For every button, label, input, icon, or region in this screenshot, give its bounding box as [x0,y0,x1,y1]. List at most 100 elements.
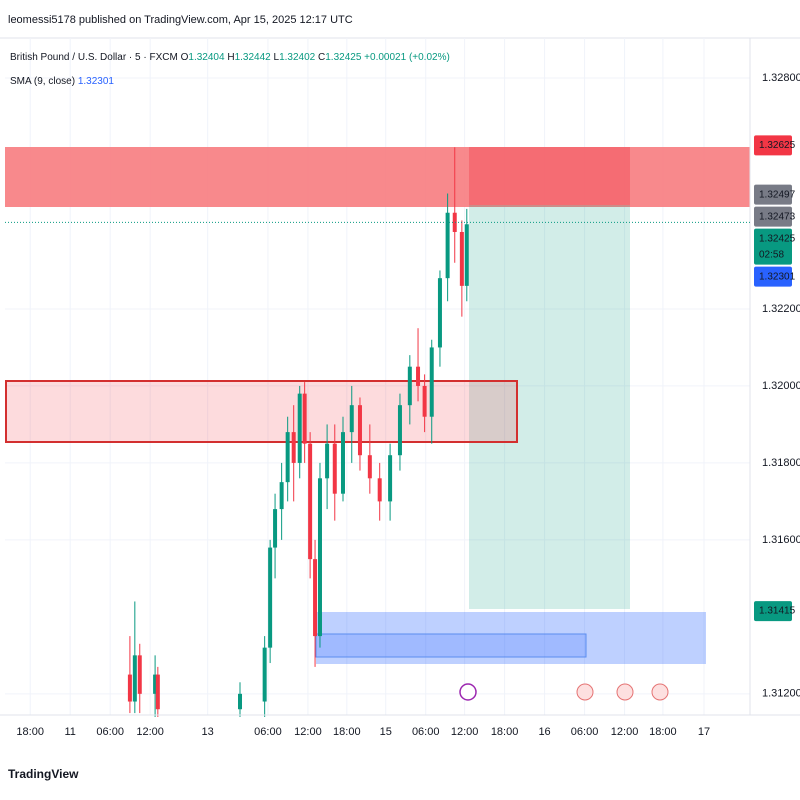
indicator-value: 1.32301 [78,76,115,87]
price-badge-label: 1.32625 [759,140,796,151]
candle-body [397,405,402,456]
candle-body [313,559,318,637]
candle-body [279,482,284,510]
candles [127,147,469,717]
candle-body [153,674,158,694]
x-tick-label: 12:00 [451,726,479,738]
candle-body [137,655,142,694]
x-tick-label: 06:00 [571,726,599,738]
candle-body [407,366,412,406]
legend-key: H [227,52,234,63]
x-tick-label: 13 [202,726,214,738]
price-badge-label: 1.32301 [759,271,796,282]
candle-body [332,443,337,494]
legend-value: 1.32442 [235,52,272,63]
price-badge [754,206,792,227]
candle-body [445,212,450,279]
y-tick-label: 1.31600 [762,534,800,546]
candle-body [308,443,313,560]
x-tick-label: 18:00 [649,726,677,738]
candle-body [285,432,290,483]
candle-body [273,509,278,548]
event-icon[interactable] [576,683,594,701]
candle-body [268,547,273,648]
candle-body [302,393,307,444]
y-tick-label: 1.31200 [762,688,800,700]
legend-key: O [181,52,189,63]
x-tick-label: 12:00 [294,726,322,738]
x-tick-label: 12:00 [136,726,164,738]
x-tick-label: 17 [698,726,710,738]
x-tick-label: 16 [538,726,550,738]
candle-body [377,478,382,502]
legend-value: 1.32425 [325,52,362,63]
price-badge-label: 1.32425 [759,233,796,244]
supply-zone [5,147,750,207]
y-tick-label: 1.32000 [762,380,800,392]
demand-zone [316,612,706,664]
y-tick-label: 1.31800 [762,457,800,469]
x-tick-label: 06:00 [254,726,282,738]
price-badge-label: 1.31415 [759,606,796,617]
symbol-title: British Pound / U.S. Dollar · 5 · FXCM [10,52,178,63]
candle-body [459,231,464,286]
price-badge [754,601,792,622]
candle-body [317,478,322,637]
candle-body [238,693,243,710]
candle-body [291,432,296,463]
candle-body [340,432,345,494]
price-badge [754,184,792,205]
event-icons [459,683,669,701]
candle-body [325,443,330,479]
x-tick-label: 18:00 [16,726,44,738]
candle-body [262,647,267,702]
candle-body [429,347,434,417]
legend-change: +0.00021 (+0.02%) [364,52,450,63]
legend-key: C [318,52,325,63]
legend-key: L [274,52,280,63]
price-badge-label: 1.32497 [759,189,796,200]
candle-body [297,393,302,463]
legend-value: 1.32402 [279,52,316,63]
candle-body [127,674,132,702]
demand-inner [315,633,587,658]
price-badge [754,228,792,265]
event-icon[interactable] [459,683,477,701]
x-tick-label: 06:00 [412,726,440,738]
x-tick-label: 12:00 [611,726,639,738]
candle-body [367,455,372,479]
publisher-line: leomessi5178 published on TradingView.co… [8,14,353,26]
x-tick-label: 06:00 [96,726,124,738]
candle-body [422,385,427,417]
brand: TradingView [8,767,79,781]
candle-body [132,655,137,702]
indicator-name: SMA (9, close) [10,76,75,87]
indicator-line: SMA (9, close) 1.32301 [10,76,114,87]
y-tick-label: 1.32800 [762,72,800,84]
x-tick-label: 18:00 [333,726,361,738]
y-tick-label: 1.32200 [762,303,800,315]
candle-body [464,224,469,286]
price-badge-label: 1.32473 [759,211,796,222]
resistance-box [5,380,518,443]
price-badge-countdown: 02:58 [759,249,784,260]
candle-body [452,212,457,232]
legend-value: 1.32404 [188,52,225,63]
stop-zone [469,147,630,205]
candle-body [437,278,442,348]
event-icon[interactable] [651,683,669,701]
x-tick-label: 18:00 [491,726,519,738]
candle-body [155,674,160,710]
candle-body [416,366,421,386]
price-badges: 1.32625 1.32497 1.32473 1.32425 02:58 1.32301… [754,135,796,622]
candle-body [349,405,354,433]
target-zone [469,205,630,609]
price-badge [754,266,792,287]
x-tick-label: 11 [64,726,75,738]
candle-body [357,405,362,456]
event-icon[interactable] [616,683,634,701]
price-badge [754,135,792,156]
legend-line: British Pound / U.S. Dollar · 5 · FXCM O… [10,52,450,63]
candle-body [388,455,393,502]
